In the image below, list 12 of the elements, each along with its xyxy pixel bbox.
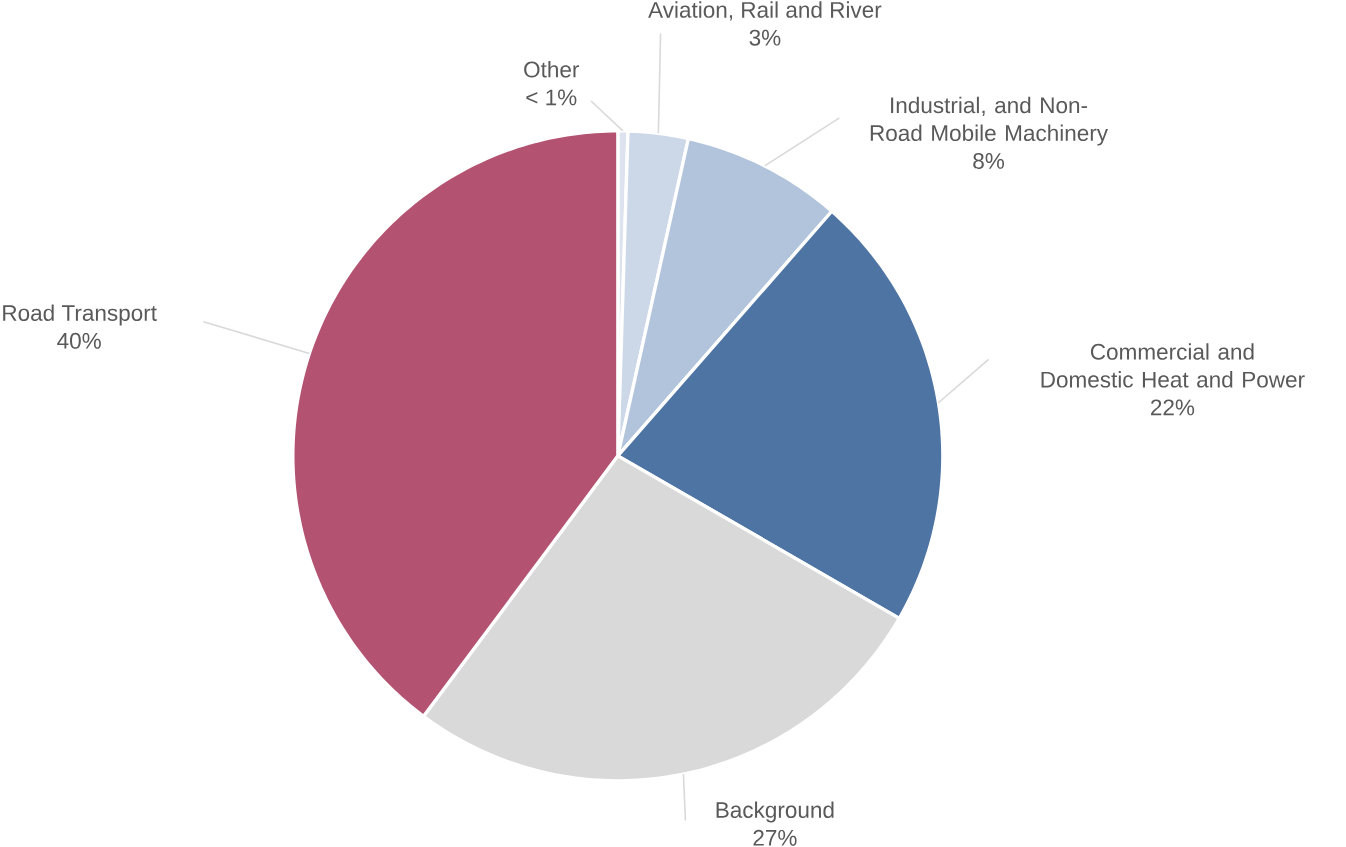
slice-label: Industrial, and Non-Road Mobile Machinery: [870, 96, 1109, 146]
legend-label: Background: [716, 801, 834, 823]
slice-label: Road Transport: [3, 304, 157, 326]
data-label: < 1%: [526, 89, 577, 106]
data-label: 22%: [1151, 399, 1195, 416]
data-label: 3%: [749, 29, 781, 46]
slice-label: Commercial and Domestic Heat and Power: [1041, 343, 1305, 388]
data-label: 8%: [973, 152, 1005, 169]
data-label: 40%: [57, 332, 101, 349]
data-label: 27%: [753, 829, 797, 846]
slice-label: Other: [524, 60, 580, 78]
slice-label: Aviation, Rail and River: [648, 1, 882, 21]
